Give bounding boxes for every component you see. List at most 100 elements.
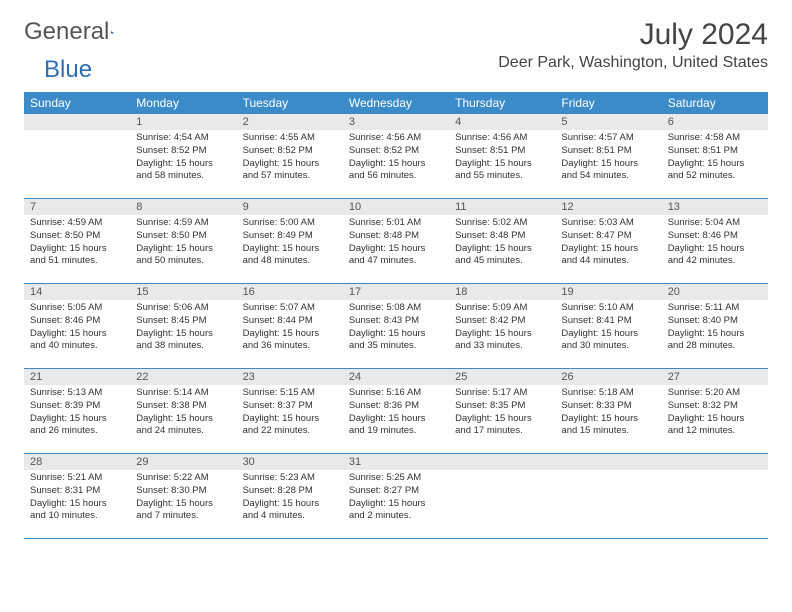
daylight1-text: Daylight: 15 hours <box>668 328 762 341</box>
sunrise-text: Sunrise: 5:15 AM <box>243 387 337 400</box>
day-number: 16 <box>237 284 343 300</box>
calendar: Sunday Monday Tuesday Wednesday Thursday… <box>24 92 768 539</box>
daylight2-text: and 7 minutes. <box>136 510 230 523</box>
daylight2-text: and 33 minutes. <box>455 340 549 353</box>
daylight2-text: and 42 minutes. <box>668 255 762 268</box>
daylight2-text: and 35 minutes. <box>349 340 443 353</box>
day-info: Sunrise: 4:54 AMSunset: 8:52 PMDaylight:… <box>130 130 236 187</box>
day-number: 7 <box>24 199 130 215</box>
weekday-header-row: Sunday Monday Tuesday Wednesday Thursday… <box>24 92 768 114</box>
day-info: Sunrise: 5:17 AMSunset: 8:35 PMDaylight:… <box>449 385 555 442</box>
sunset-text: Sunset: 8:51 PM <box>561 145 655 158</box>
day-cell: 6Sunrise: 4:58 AMSunset: 8:51 PMDaylight… <box>662 114 768 198</box>
sunrise-text: Sunrise: 5:22 AM <box>136 472 230 485</box>
day-cell: 29Sunrise: 5:22 AMSunset: 8:30 PMDayligh… <box>130 454 236 538</box>
daylight2-text: and 26 minutes. <box>30 425 124 438</box>
daylight2-text: and 40 minutes. <box>30 340 124 353</box>
day-info: Sunrise: 5:14 AMSunset: 8:38 PMDaylight:… <box>130 385 236 442</box>
daylight1-text: Daylight: 15 hours <box>349 243 443 256</box>
day-number: 14 <box>24 284 130 300</box>
day-number: 1 <box>130 114 236 130</box>
day-info: Sunrise: 5:18 AMSunset: 8:33 PMDaylight:… <box>555 385 661 442</box>
daylight1-text: Daylight: 15 hours <box>30 243 124 256</box>
sunrise-text: Sunrise: 5:10 AM <box>561 302 655 315</box>
brand-part2: Blue <box>44 56 92 84</box>
day-number: 24 <box>343 369 449 385</box>
daylight1-text: Daylight: 15 hours <box>349 413 443 426</box>
sunset-text: Sunset: 8:30 PM <box>136 485 230 498</box>
daylight2-text: and 52 minutes. <box>668 170 762 183</box>
sunset-text: Sunset: 8:45 PM <box>136 315 230 328</box>
day-cell: 5Sunrise: 4:57 AMSunset: 8:51 PMDaylight… <box>555 114 661 198</box>
sunset-text: Sunset: 8:31 PM <box>30 485 124 498</box>
sunset-text: Sunset: 8:40 PM <box>668 315 762 328</box>
daylight2-text: and 47 minutes. <box>349 255 443 268</box>
daylight2-text: and 4 minutes. <box>243 510 337 523</box>
daylight2-text: and 51 minutes. <box>30 255 124 268</box>
daylight2-text: and 55 minutes. <box>455 170 549 183</box>
daylight1-text: Daylight: 15 hours <box>668 243 762 256</box>
day-cell: 7Sunrise: 4:59 AMSunset: 8:50 PMDaylight… <box>24 199 130 283</box>
sunrise-text: Sunrise: 5:02 AM <box>455 217 549 230</box>
day-cell: 20Sunrise: 5:11 AMSunset: 8:40 PMDayligh… <box>662 284 768 368</box>
daylight1-text: Daylight: 15 hours <box>136 498 230 511</box>
daylight1-text: Daylight: 15 hours <box>668 158 762 171</box>
daylight1-text: Daylight: 15 hours <box>243 328 337 341</box>
day-number: 21 <box>24 369 130 385</box>
daylight1-text: Daylight: 15 hours <box>30 328 124 341</box>
sunset-text: Sunset: 8:46 PM <box>668 230 762 243</box>
weekday-header: Sunday <box>24 92 130 114</box>
day-number: 15 <box>130 284 236 300</box>
day-cell: 4Sunrise: 4:56 AMSunset: 8:51 PMDaylight… <box>449 114 555 198</box>
day-cell: 13Sunrise: 5:04 AMSunset: 8:46 PMDayligh… <box>662 199 768 283</box>
daylight1-text: Daylight: 15 hours <box>561 413 655 426</box>
daylight1-text: Daylight: 15 hours <box>243 158 337 171</box>
daylight1-text: Daylight: 15 hours <box>455 328 549 341</box>
day-cell: 30Sunrise: 5:23 AMSunset: 8:28 PMDayligh… <box>237 454 343 538</box>
day-number: 3 <box>343 114 449 130</box>
day-number: 17 <box>343 284 449 300</box>
sunrise-text: Sunrise: 4:58 AM <box>668 132 762 145</box>
day-cell: 16Sunrise: 5:07 AMSunset: 8:44 PMDayligh… <box>237 284 343 368</box>
daylight2-text: and 57 minutes. <box>243 170 337 183</box>
day-info: Sunrise: 5:04 AMSunset: 8:46 PMDaylight:… <box>662 215 768 272</box>
daylight1-text: Daylight: 15 hours <box>349 328 443 341</box>
sunrise-text: Sunrise: 5:03 AM <box>561 217 655 230</box>
logo-flag-icon <box>111 22 115 42</box>
sunrise-text: Sunrise: 5:06 AM <box>136 302 230 315</box>
day-info: Sunrise: 5:15 AMSunset: 8:37 PMDaylight:… <box>237 385 343 442</box>
day-cell: 15Sunrise: 5:06 AMSunset: 8:45 PMDayligh… <box>130 284 236 368</box>
day-info: Sunrise: 5:22 AMSunset: 8:30 PMDaylight:… <box>130 470 236 527</box>
day-info: Sunrise: 5:01 AMSunset: 8:48 PMDaylight:… <box>343 215 449 272</box>
sunrise-text: Sunrise: 5:00 AM <box>243 217 337 230</box>
daylight2-text: and 36 minutes. <box>243 340 337 353</box>
daylight2-text: and 58 minutes. <box>136 170 230 183</box>
day-number: 29 <box>130 454 236 470</box>
day-number: . <box>24 114 130 130</box>
daylight1-text: Daylight: 15 hours <box>455 243 549 256</box>
day-number: 9 <box>237 199 343 215</box>
day-number: 10 <box>343 199 449 215</box>
location: Deer Park, Washington, United States <box>498 54 768 72</box>
sunrise-text: Sunrise: 5:16 AM <box>349 387 443 400</box>
day-number: . <box>555 454 661 470</box>
day-number: 4 <box>449 114 555 130</box>
brand-part1: General <box>24 18 109 46</box>
day-info: Sunrise: 5:06 AMSunset: 8:45 PMDaylight:… <box>130 300 236 357</box>
sunrise-text: Sunrise: 5:18 AM <box>561 387 655 400</box>
day-info: Sunrise: 4:57 AMSunset: 8:51 PMDaylight:… <box>555 130 661 187</box>
daylight2-text: and 15 minutes. <box>561 425 655 438</box>
sunrise-text: Sunrise: 4:59 AM <box>136 217 230 230</box>
sunrise-text: Sunrise: 5:08 AM <box>349 302 443 315</box>
day-cell: 8Sunrise: 4:59 AMSunset: 8:50 PMDaylight… <box>130 199 236 283</box>
sunrise-text: Sunrise: 4:59 AM <box>30 217 124 230</box>
day-info: Sunrise: 4:59 AMSunset: 8:50 PMDaylight:… <box>24 215 130 272</box>
sunset-text: Sunset: 8:48 PM <box>349 230 443 243</box>
day-cell: 12Sunrise: 5:03 AMSunset: 8:47 PMDayligh… <box>555 199 661 283</box>
sunset-text: Sunset: 8:37 PM <box>243 400 337 413</box>
day-info: Sunrise: 5:20 AMSunset: 8:32 PMDaylight:… <box>662 385 768 442</box>
month-year: July 2024 <box>498 18 768 52</box>
sunrise-text: Sunrise: 5:21 AM <box>30 472 124 485</box>
sunrise-text: Sunrise: 5:01 AM <box>349 217 443 230</box>
day-info: Sunrise: 4:59 AMSunset: 8:50 PMDaylight:… <box>130 215 236 272</box>
